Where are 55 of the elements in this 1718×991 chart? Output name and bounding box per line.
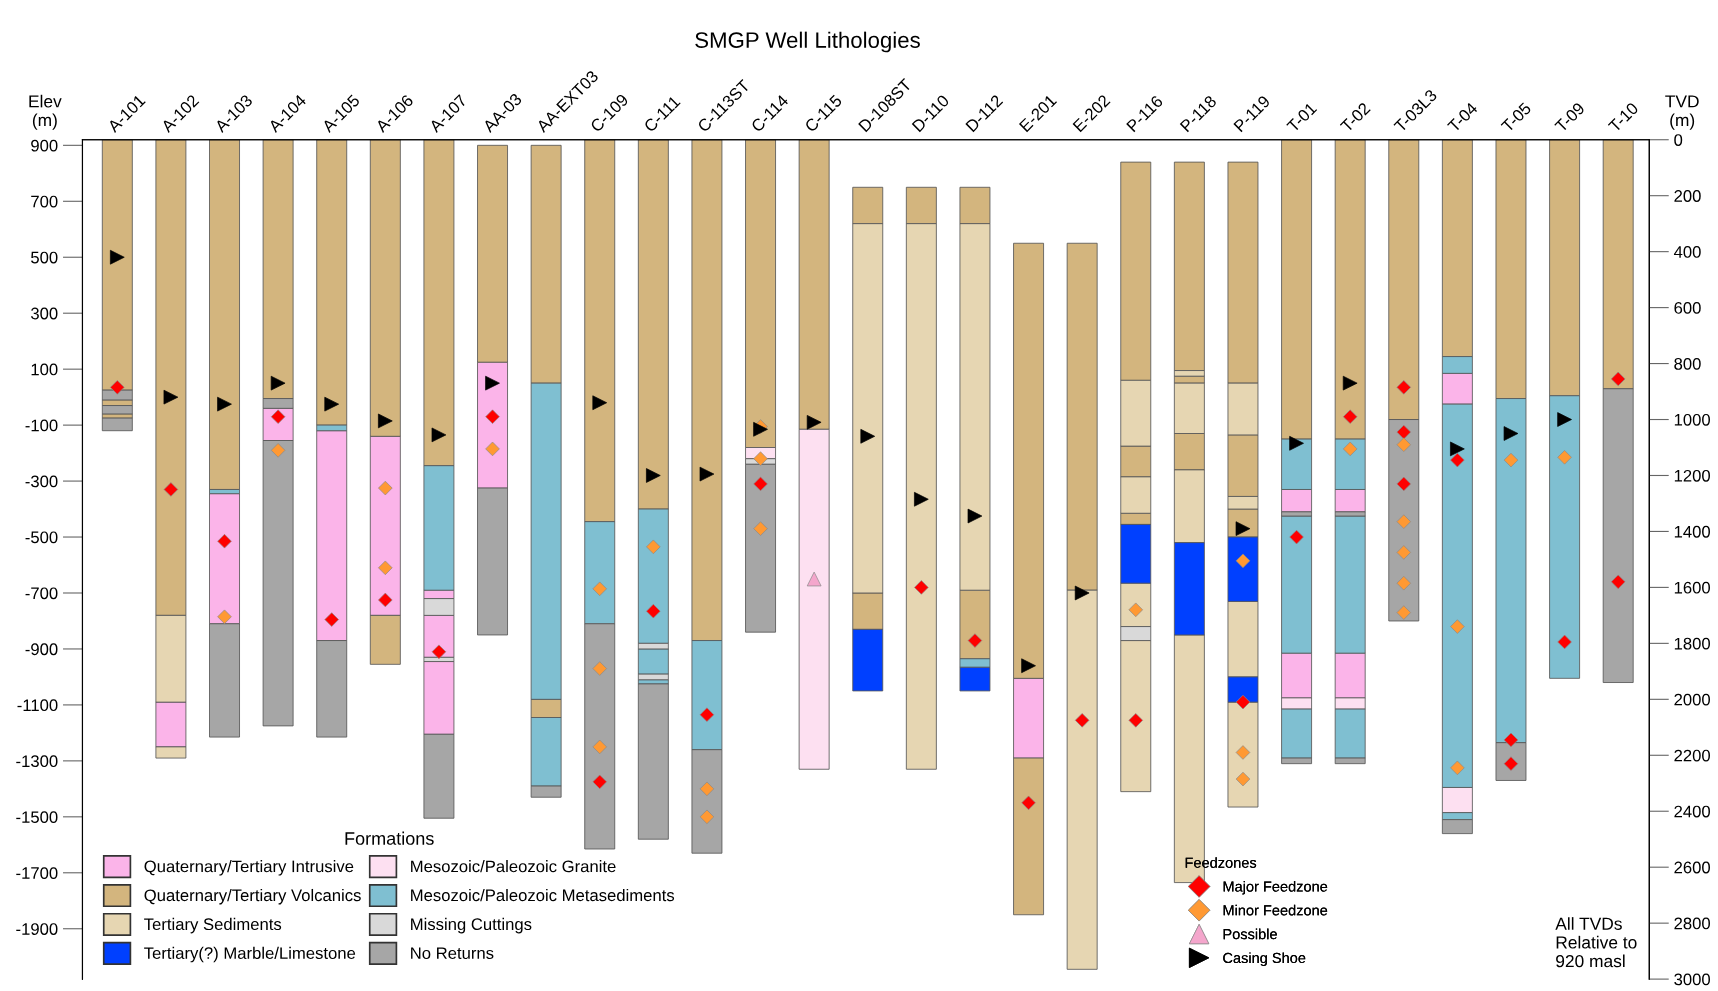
legend-title: Formations [345, 831, 434, 845]
x-tick-label: T-10 [1607, 101, 1639, 133]
chart-title: SMGP Well Lithologies [695, 31, 920, 53]
x-tick-label: T-01 [1286, 101, 1318, 133]
y2-tick-label: 2800 [1674, 917, 1711, 930]
y-tick-label: -700 [25, 587, 58, 600]
y-tick-label: -1700 [16, 867, 58, 879]
y2-tick-label: 1200 [1674, 469, 1711, 482]
legend-label: Tertiary(?) Marble/Limestone [144, 946, 356, 963]
annotation: Feedzones [1185, 857, 1257, 868]
legend-label: Minor Feedzone [1223, 904, 1328, 916]
annotation: All TVDs Relative to 920 masl [1555, 917, 1637, 968]
y-axis-title: Elev (m) [29, 94, 62, 130]
y-tick-label: -300 [25, 475, 58, 488]
y-tick-label: -1100 [17, 699, 58, 712]
y2-tick-label: 1800 [1674, 637, 1711, 650]
y2-tick-label: 2200 [1674, 749, 1711, 762]
y2-tick-label: 400 [1673, 246, 1701, 258]
y2-tick-label: 3000 [1674, 973, 1711, 986]
legend-label: Quaternary/Tertiary Volcanics [144, 888, 361, 905]
x-tick-label: T-09 [1554, 101, 1586, 133]
y-tick-label: -1300 [16, 755, 58, 768]
y-tick-label: 100 [31, 363, 58, 376]
y-tick-label: 700 [31, 195, 58, 208]
x-tick-label: T-04 [1446, 101, 1479, 133]
legend-label: Major Feedzone [1223, 880, 1328, 895]
y2-tick-label: 1600 [1674, 581, 1711, 594]
legend-label: No Returns [411, 947, 494, 960]
x-tick-label: T-05 [1500, 101, 1532, 133]
y-tick-label: -1500 [16, 811, 58, 824]
y2-tick-label: 1400 [1674, 525, 1711, 538]
y-tick-label: -500 [25, 531, 58, 544]
y2-tick-label: 2400 [1674, 805, 1711, 818]
y-tick-label: 500 [31, 251, 58, 264]
y2-tick-label: 2000 [1674, 693, 1711, 706]
legend-label: Possible [1223, 928, 1277, 940]
y-tick-label: 900 [31, 139, 58, 152]
y2-tick-label: 600 [1674, 302, 1701, 314]
y2-tick-label: 1000 [1674, 413, 1711, 426]
legend-label: Tertiary Sediments [144, 917, 282, 934]
y2-tick-label: 0 [1674, 134, 1683, 146]
legend-label: Casing Shoe [1223, 952, 1306, 966]
y-tick-label: -900 [25, 643, 58, 656]
y2-tick-label: 200 [1674, 190, 1701, 202]
y-tick-label: -100 [25, 419, 58, 432]
legend-label: Quaternary/Tertiary Intrusive [144, 860, 354, 876]
y2-tick-label: 800 [1674, 357, 1701, 370]
x-tick-label: T-02 [1339, 101, 1371, 133]
y2-axis-title: TVD (m) [1665, 95, 1699, 130]
legend-label: Mesozoic/Paleozoic Metasediments [411, 888, 675, 902]
y-tick-label: 300 [30, 307, 58, 320]
legend-label: Mesozoic/Paleozoic Granite [411, 860, 616, 873]
y-tick-label: -1900 [16, 923, 58, 935]
y2-tick-label: 2600 [1674, 861, 1711, 874]
legend-label: Missing Cuttings [411, 917, 532, 934]
